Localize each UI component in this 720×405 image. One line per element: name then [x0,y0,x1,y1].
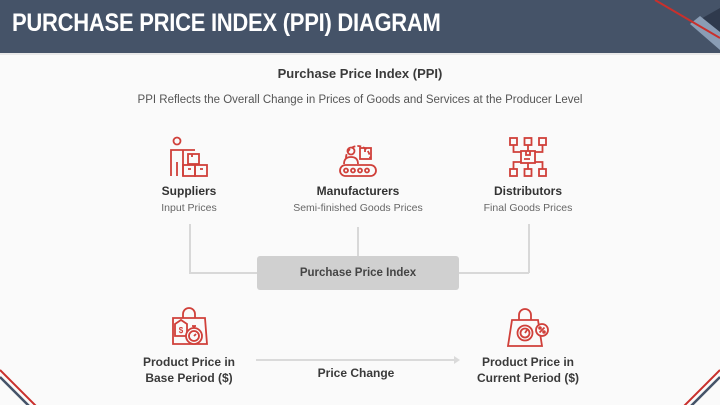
factory-conveyor-icon [339,145,377,177]
supplier-boxes-icon [170,136,208,177]
header-banner: PURCHASE PRICE INDEX (PPI) DIAGRAM [0,0,720,53]
svg-text:$: $ [179,326,184,335]
node-suppliers: Suppliers Input Prices [129,136,249,214]
node-current-period-price: Product Price in Current Period ($) [468,306,588,386]
diagram-title: Purchase Price Index (PPI) [277,66,443,81]
node-manufacturers: Manufacturers Semi-finished Goods Prices [278,136,438,214]
node-distributors: Distributors Final Goods Prices [468,136,588,214]
node-label: Suppliers [161,184,217,198]
node-label: Manufacturers [316,184,400,198]
connector-manufacturers-vertical [357,227,359,256]
shopping-bag-discount-icon [506,308,549,347]
node-label-line2: Current Period ($) [476,371,579,385]
purchase-price-index-box: Purchase Price Index [257,256,459,290]
node-label-line1: Product Price in [481,355,575,369]
center-box-label: Purchase Price Index [299,267,417,279]
node-sublabel: Final Goods Prices [483,202,573,214]
page-title: PURCHASE PRICE INDEX (PPI) DIAGRAM [12,9,441,37]
connector-distributors-vertical [528,224,530,273]
node-sublabel: Semi-finished Goods Prices [293,202,423,214]
node-label-line2: Base Period ($) [145,371,233,385]
distribution-network-icon [509,137,547,177]
header-decoration-icon [654,0,720,50]
diagram-subtitle: PPI Reflects the Overall Change in Price… [137,94,583,106]
node-sublabel: Input Prices [161,202,217,214]
node-label-line1: Product Price in [142,355,236,369]
corner-stripes-left-icon [0,369,37,405]
connector-distributors-horizontal [459,272,529,274]
node-label: Product Price in Base Period ($) [129,354,249,386]
node-base-period-price: $ Product Price in Base Period ($) [129,306,249,386]
corner-stripes-right-icon [683,369,720,405]
connector-suppliers-horizontal [189,272,257,274]
node-label: Distributors [493,184,562,198]
node-label: Product Price in Current Period ($) [468,354,588,386]
arrow-head-icon [454,356,460,364]
price-change-label: Price Change [317,366,395,380]
shopping-bag-price-tag-icon: $ [172,307,208,345]
price-change-arrow-line [256,359,456,361]
connector-suppliers-vertical [189,224,191,273]
header-divider [0,53,720,55]
